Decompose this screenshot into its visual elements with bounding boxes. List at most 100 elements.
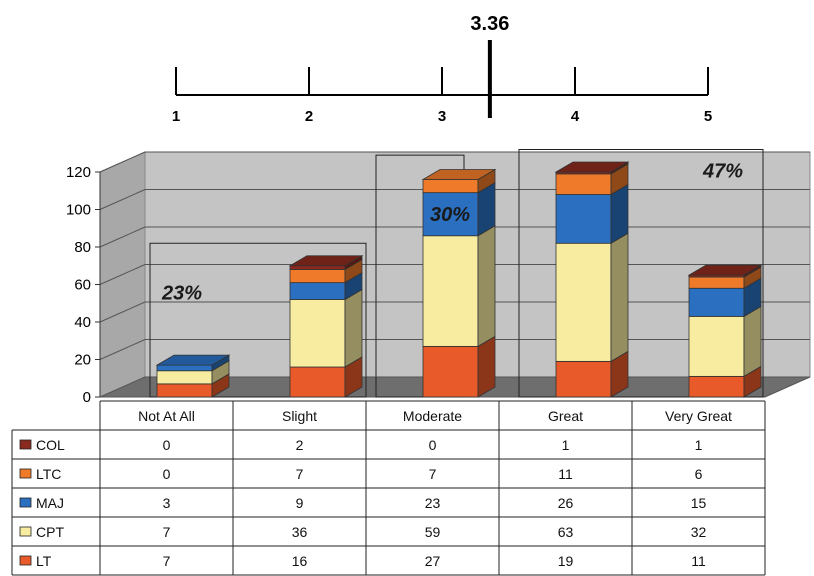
bar-top xyxy=(288,255,364,267)
percent-annotation: 47% xyxy=(702,161,743,183)
bar-side-cpt xyxy=(743,305,762,378)
legend-label: CPT xyxy=(36,524,64,540)
table-cell: 7 xyxy=(163,524,171,540)
gridline-side xyxy=(99,339,146,360)
bar-stack xyxy=(554,161,630,398)
legend-label: MAJ xyxy=(36,495,64,511)
bar-stack xyxy=(288,255,364,398)
gridline-side xyxy=(99,301,146,323)
bar-segment-ltc xyxy=(289,269,346,284)
table-header-cell: Slight xyxy=(282,408,317,424)
bar-segment-maj xyxy=(688,287,745,317)
bar-segment-lt xyxy=(688,375,745,398)
bar-segment-lt xyxy=(289,366,346,398)
scale-tick-label: 5 xyxy=(704,108,712,125)
scale-tick-label: 3 xyxy=(438,108,446,125)
y-tick-label: 100 xyxy=(66,202,91,219)
table-row: LT 7 16 27 19 11 xyxy=(19,553,706,569)
y-tick-label: 120 xyxy=(66,164,91,181)
table-cell: 23 xyxy=(425,495,441,511)
bar-stack xyxy=(155,354,231,398)
table-cell: 26 xyxy=(558,495,574,511)
y-axis: 0 20 40 60 80 100 120 xyxy=(66,164,101,406)
legend-swatch-maj xyxy=(19,497,32,508)
table-cell: 0 xyxy=(163,466,171,482)
gridline-side xyxy=(99,189,146,210)
bar-segment-cpt xyxy=(555,242,612,362)
data-table: Not At All Slight Moderate Great Very Great C… xyxy=(11,400,766,576)
table-cell: 7 xyxy=(296,466,304,482)
bar-segment-maj xyxy=(555,194,612,244)
y-tick-label: 60 xyxy=(74,277,91,294)
stacked-bars xyxy=(155,161,763,398)
bar-segment-maj xyxy=(289,282,346,300)
legend-swatch-ltc xyxy=(19,468,32,479)
table-header-cell: Great xyxy=(548,408,583,424)
bar-segment-cpt xyxy=(688,315,745,377)
legend-swatch-col xyxy=(19,439,32,450)
bar-side-cpt xyxy=(610,232,629,363)
table-cell: 7 xyxy=(429,466,437,482)
table-header-cell: Not At All xyxy=(138,408,195,424)
bar-segment-cpt xyxy=(289,299,346,368)
table-cell: 0 xyxy=(429,437,437,453)
table-cell: 16 xyxy=(292,553,308,569)
table-cell: 59 xyxy=(425,524,441,540)
table-row: LTC 0 7 7 11 6 xyxy=(19,466,703,482)
legend-swatch-cpt xyxy=(19,526,32,537)
table-cell: 3 xyxy=(163,495,171,511)
percent-annotation: 23% xyxy=(161,283,202,305)
bar-side-cpt xyxy=(477,225,496,348)
y-tick-label: 40 xyxy=(74,314,91,331)
table-cell: 2 xyxy=(296,437,304,453)
scale-tick-label: 4 xyxy=(571,108,580,125)
bar-segment-lt xyxy=(422,345,479,398)
bar-segment-maj xyxy=(156,364,213,372)
bar-top xyxy=(421,169,497,180)
table-cell: 36 xyxy=(292,524,308,540)
bar-top xyxy=(554,161,630,173)
table-cell: 32 xyxy=(691,524,707,540)
table-header-cell: Very Great xyxy=(665,408,732,424)
table-cell: 6 xyxy=(695,466,703,482)
table-row: COL 0 2 0 1 1 xyxy=(19,437,703,453)
legend-label: LTC xyxy=(36,466,61,482)
gridline-side xyxy=(99,226,146,248)
table-cell: 1 xyxy=(562,437,570,453)
y-tick-label: 0 xyxy=(83,389,91,406)
table-cell: 1 xyxy=(695,437,703,453)
bar-stack xyxy=(421,168,497,398)
group-box xyxy=(518,149,764,398)
bar-segment-ltc xyxy=(555,173,612,195)
legend-label: COL xyxy=(36,437,65,453)
bar-stack xyxy=(687,264,763,398)
legend-label: LT xyxy=(36,553,52,569)
table-cell: 9 xyxy=(296,495,304,511)
table-cell: 19 xyxy=(558,553,574,569)
table-header-cell: Moderate xyxy=(403,408,462,424)
bar-top xyxy=(687,264,763,276)
gridline-side xyxy=(99,264,146,285)
scale-tick-label: 1 xyxy=(172,108,180,125)
legend-swatch-lt xyxy=(19,555,32,566)
group-box xyxy=(149,242,367,398)
bar-segment-lt xyxy=(555,360,612,398)
table-cell: 15 xyxy=(691,495,707,511)
percent-annotations: 23% 30% 47% xyxy=(161,161,743,305)
bar-side-cpt xyxy=(344,288,363,368)
bar-segment-col xyxy=(289,265,346,270)
table-cell: 27 xyxy=(425,553,441,569)
bar-segment-lt xyxy=(156,383,213,398)
table-cell: 7 xyxy=(163,553,171,569)
rating-scale: 1 2 3 4 5 3.36 xyxy=(172,13,712,125)
scale-tick-label: 2 xyxy=(305,108,313,125)
table-cell: 11 xyxy=(691,553,706,569)
gridline-side xyxy=(99,151,146,173)
percent-annotation: 30% xyxy=(430,204,470,226)
table-cell: 63 xyxy=(558,524,574,540)
bar-segment-ltc xyxy=(688,276,745,289)
bar-segment-cpt xyxy=(422,235,479,347)
y-tick-label: 80 xyxy=(74,239,91,256)
bar-segment-ltc xyxy=(422,179,479,194)
